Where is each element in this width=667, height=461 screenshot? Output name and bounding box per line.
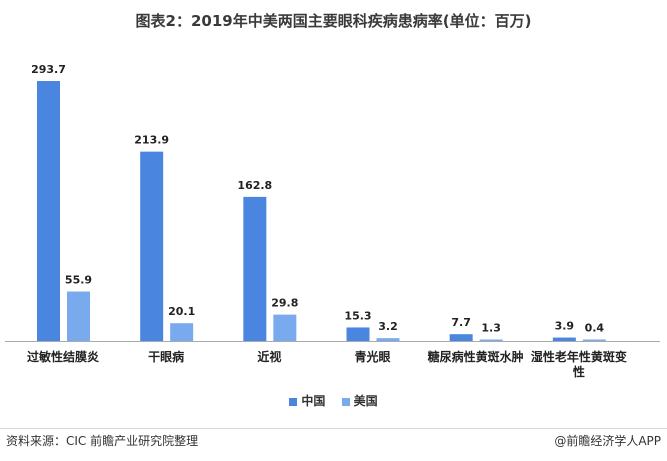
bar-china-1 xyxy=(140,151,164,341)
value-label-china-4: 7.7 xyxy=(451,316,471,329)
bar-usa-0 xyxy=(67,291,90,341)
bar-china-2 xyxy=(243,196,267,341)
value-label-usa-2: 29.8 xyxy=(271,297,298,310)
value-label-usa-3: 3.2 xyxy=(378,320,398,333)
bar-usa-1 xyxy=(170,323,194,341)
bar-usa-4 xyxy=(479,339,503,341)
value-label-china-0: 293.7 xyxy=(31,63,66,76)
category-label-5-line1: 性 xyxy=(572,364,585,379)
value-label-usa-0: 55.9 xyxy=(65,274,92,287)
value-label-usa-4: 1.3 xyxy=(481,322,501,335)
chart-title: 图表2：2019年中美两国主要眼科疾病患病率(单位：百万) xyxy=(135,12,532,30)
legend-item-usa: 美国 xyxy=(341,392,378,409)
bar-usa-3 xyxy=(376,338,400,341)
legend-item-china: 中国 xyxy=(289,392,325,409)
category-label-5-line0: 湿性老年性黄斑变 xyxy=(531,349,627,364)
value-label-usa-5: 0.4 xyxy=(585,322,605,335)
bar-usa-5 xyxy=(582,339,606,341)
value-label-china-5: 3.9 xyxy=(555,320,575,333)
bar-usa-2 xyxy=(273,314,297,341)
category-label-4: 糖尿病性黄斑水肿 xyxy=(428,349,524,364)
bar-china-4 xyxy=(449,334,473,341)
legend-label-china: 中国 xyxy=(301,394,326,408)
footer-divider xyxy=(0,428,667,429)
category-label-1: 干眼病 xyxy=(148,349,184,364)
value-label-china-3: 15.3 xyxy=(344,309,371,322)
category-label-3: 青光眼 xyxy=(354,349,390,364)
value-label-china-1: 213.9 xyxy=(134,134,169,147)
bar-chart: 293.7 55.9 过敏性结膜炎 213.9 20.1 干眼病 162.8 29.8 近视 15… xyxy=(5,63,660,379)
legend-label-usa: 美国 xyxy=(353,394,378,408)
category-label-0: 过敏性结膜炎 xyxy=(27,349,99,364)
legend-swatch-china xyxy=(289,397,298,406)
credit-note: @前瞻经济学人APP xyxy=(554,434,661,448)
bar-china-0 xyxy=(37,81,60,341)
value-label-china-2: 162.8 xyxy=(237,179,272,192)
bar-china-5 xyxy=(552,337,576,341)
value-label-usa-1: 20.1 xyxy=(168,305,195,318)
legend: 中国 美国 xyxy=(0,392,667,409)
category-label-2: 近视 xyxy=(257,349,281,364)
legend-swatch-usa xyxy=(341,397,350,406)
source-note: 资料来源：CIC 前瞻产业研究院整理 xyxy=(6,434,199,448)
bar-china-3 xyxy=(346,327,370,341)
